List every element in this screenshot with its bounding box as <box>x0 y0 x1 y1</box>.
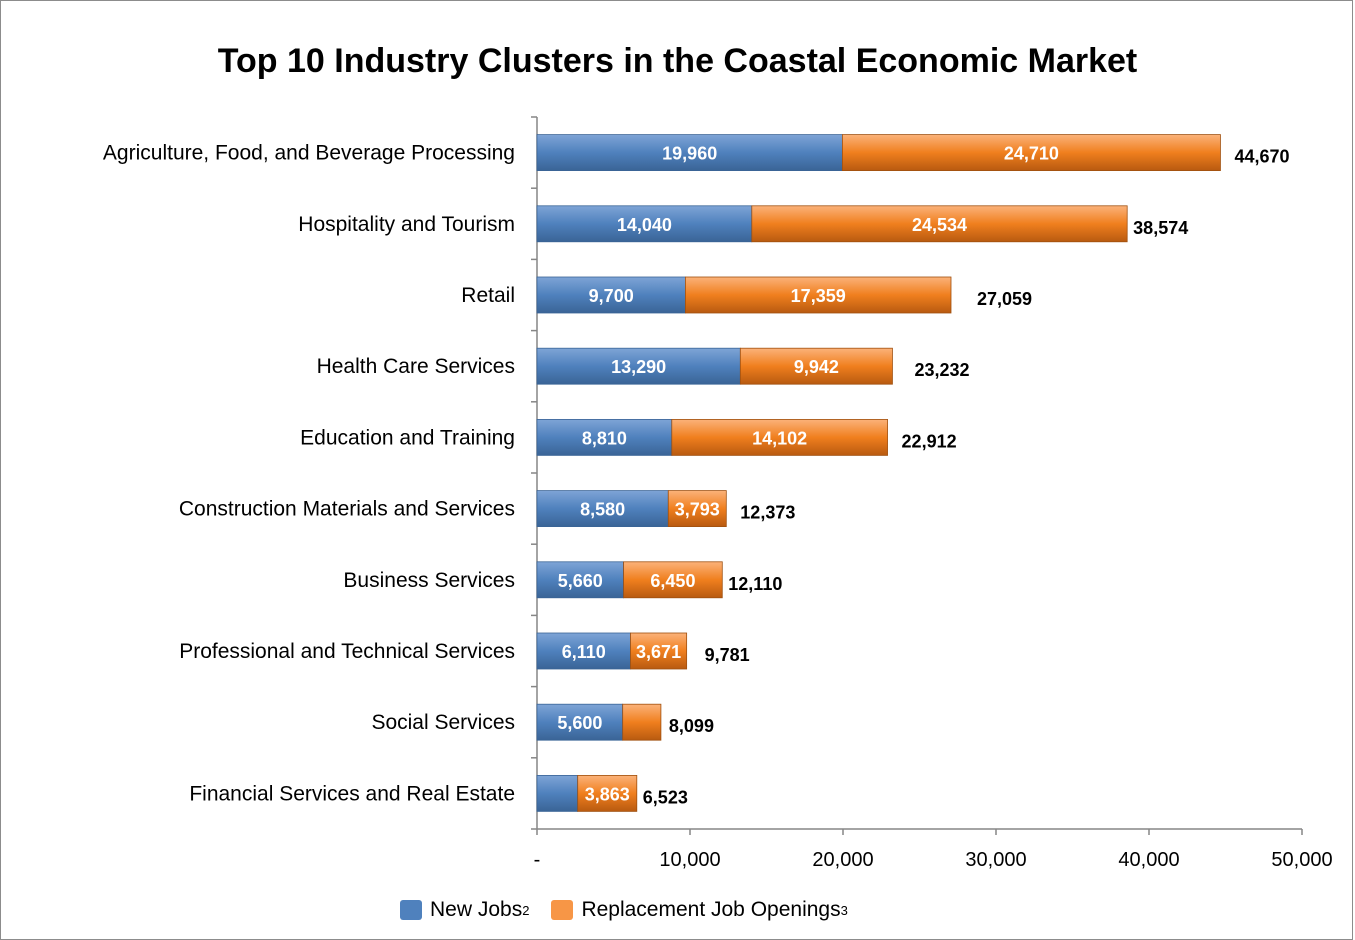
legend-label-new-jobs: New Jobs <box>430 898 523 921</box>
category-label: Professional and Technical Services <box>179 640 515 663</box>
bar-segment-replacement <box>841 134 1221 172</box>
category-label: Agriculture, Food, and Beverage Processi… <box>103 142 515 165</box>
bar-segment-new-jobs <box>536 632 631 670</box>
bar-segment-replacement <box>667 490 727 528</box>
category-label: Social Services <box>371 711 515 734</box>
legend-item-new-jobs: New Jobs 2 <box>400 898 529 922</box>
bar-segment-replacement <box>623 561 723 599</box>
bar-segment-label: 14,040 <box>617 215 672 235</box>
bars-group <box>536 134 1221 812</box>
bar-segment-new-jobs <box>536 276 686 314</box>
bar-segment-replacement <box>685 276 952 314</box>
legend: New Jobs 2 Replacement Job Openings 3 <box>400 898 870 922</box>
bar-segment-replacement <box>739 347 893 385</box>
category-label: Retail <box>461 284 515 307</box>
bar-segment-new-jobs <box>536 347 741 385</box>
bar-segment-label: 3,671 <box>636 642 681 662</box>
category-label: Hospitality and Tourism <box>298 213 515 236</box>
bar-segment-new-jobs <box>536 775 579 812</box>
bar-total-label: 9,781 <box>705 645 750 665</box>
bar-total-label: 12,373 <box>740 503 795 523</box>
bar-segment-label: 5,600 <box>557 713 602 733</box>
x-tick-label: - <box>534 849 541 871</box>
x-tick-label: 20,000 <box>812 849 873 871</box>
bar-total-label: 12,110 <box>728 574 782 594</box>
category-label: Construction Materials and Services <box>179 498 515 521</box>
bar-total-label: 27,059 <box>977 289 1032 309</box>
bar-segment-label: 6,450 <box>650 571 695 591</box>
bar-segment-label: 8,810 <box>582 428 627 448</box>
bar-segment-label: 3,793 <box>675 500 720 520</box>
bar-segment-label: 8,580 <box>580 500 625 520</box>
legend-swatch-new-jobs <box>400 900 422 920</box>
bar-segment-label: 13,290 <box>611 357 666 377</box>
bar-total-label: 23,232 <box>914 360 969 380</box>
bar-segment-new-jobs <box>536 490 669 528</box>
bar-segment-label: 3,863 <box>585 784 630 804</box>
legend-sup-replacement: 3 <box>840 902 848 918</box>
bar-total-label: 38,574 <box>1133 218 1188 238</box>
bar-segment-replacement <box>671 418 888 456</box>
bar-segment-label: 14,102 <box>752 428 807 448</box>
bar-segment-replacement <box>622 703 662 741</box>
bar-segment-label: 9,942 <box>794 357 839 377</box>
bar-segment-replacement <box>751 205 1128 243</box>
category-label: Financial Services and Real Estate <box>189 782 515 805</box>
bar-segment-label: 24,710 <box>1004 144 1059 164</box>
x-tick-label: 50,000 <box>1271 849 1332 871</box>
legend-sup-new-jobs: 2 <box>522 902 530 918</box>
bar-segment-label: 9,700 <box>589 286 634 306</box>
labels-group: Agriculture, Food, and Beverage Processi… <box>103 142 1290 808</box>
x-tick-label: 10,000 <box>659 849 720 871</box>
bar-segment-label: 17,359 <box>791 286 846 306</box>
bar-segment-label: 19,960 <box>662 144 717 164</box>
bar-total-label: 8,099 <box>669 716 714 736</box>
category-label: Business Services <box>343 569 515 592</box>
bar-segment-new-jobs <box>536 134 843 172</box>
bar-segment-replacement <box>577 775 638 812</box>
bar-total-label: 44,670 <box>1234 147 1289 167</box>
x-tick-label: 30,000 <box>965 849 1026 871</box>
bar-segment-new-jobs <box>536 205 753 243</box>
bar-segment-label: 6,110 <box>562 642 606 662</box>
bar-segment-label: 24,534 <box>912 215 967 235</box>
chart-title: Top 10 Industry Clusters in the Coastal … <box>217 42 1138 80</box>
legend-label-replacement: Replacement Job Openings <box>581 898 841 921</box>
category-label: Education and Training <box>300 426 515 449</box>
legend-item-replacement: Replacement Job Openings 3 <box>551 898 848 922</box>
category-label: Health Care Services <box>317 355 515 378</box>
bar-segment-new-jobs <box>536 703 624 741</box>
bar-segment-replacement <box>630 632 688 670</box>
bar-total-label: 22,912 <box>902 431 957 451</box>
x-tick-label: 40,000 <box>1118 849 1179 871</box>
legend-swatch-replacement <box>551 900 574 920</box>
bar-total-label: 6,523 <box>643 787 688 807</box>
bar-segment-label: 5,660 <box>558 571 603 591</box>
